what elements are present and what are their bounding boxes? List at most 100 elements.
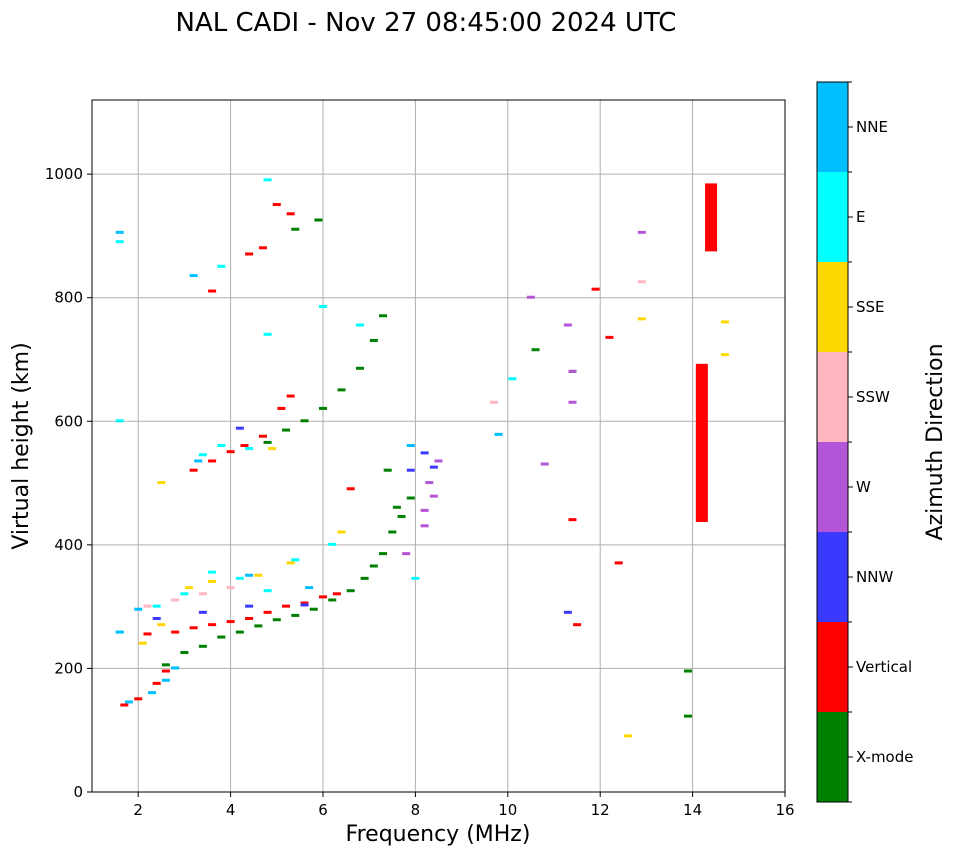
- colorbar-segment: [817, 532, 848, 622]
- data-point-x-mode: [379, 552, 388, 556]
- data-point-vertical: [332, 592, 341, 596]
- data-point-e: [263, 178, 272, 182]
- data-point-x-mode: [369, 338, 378, 342]
- colorbar-segment: [817, 172, 848, 262]
- data-bar-vertical: [705, 183, 718, 252]
- data-point-vertical: [189, 468, 198, 472]
- colorbar-label: NNW: [856, 568, 893, 586]
- data-point-nnw: [300, 603, 309, 607]
- data-point-vertical: [245, 252, 254, 256]
- data-point-x-mode: [291, 613, 300, 617]
- data-point-vertical: [189, 626, 198, 630]
- data-point-nnw: [152, 617, 161, 620]
- data-point-sse: [208, 579, 217, 583]
- data-point-w: [568, 369, 577, 373]
- data-point-x-mode: [388, 530, 397, 534]
- data-point-x-mode: [360, 576, 369, 580]
- data-point-vertical: [143, 632, 152, 636]
- data-point-w: [425, 481, 434, 485]
- data-point-ssw: [171, 598, 180, 602]
- data-point-vertical: [171, 630, 180, 634]
- x-tick-label: 16: [775, 801, 794, 819]
- data-point-x-mode: [328, 598, 337, 602]
- data-point-e: [180, 592, 189, 596]
- data-point-e: [355, 323, 364, 327]
- data-bar-vertical: [695, 363, 708, 522]
- data-point-vertical: [152, 681, 161, 685]
- data-point-w: [568, 400, 577, 404]
- data-point-x-mode: [406, 496, 415, 500]
- grid-lines: [92, 100, 785, 792]
- data-point-ssw: [226, 586, 235, 590]
- data-point-x-mode: [309, 607, 318, 611]
- colorbar-segment: [817, 262, 848, 352]
- colorbar-frame: [816, 81, 849, 803]
- data-point-e: [208, 570, 217, 574]
- data-point-vertical: [286, 212, 295, 216]
- colorbar-label: SSE: [856, 298, 885, 316]
- data-point-e: [263, 589, 272, 593]
- x-tick-label: 10: [498, 801, 517, 819]
- data-point-e: [217, 264, 226, 268]
- data-point-x-mode: [319, 406, 327, 410]
- colorbar-label: E: [856, 208, 865, 226]
- data-point-vertical: [605, 335, 614, 339]
- data-point-x-mode: [392, 505, 401, 509]
- x-tick-label: 4: [226, 801, 236, 819]
- data-point-sse: [185, 586, 194, 590]
- data-point-ssw: [143, 604, 152, 608]
- data-point-e: [152, 604, 161, 608]
- data-point-e: [319, 304, 327, 308]
- data-point-nnw: [245, 604, 254, 608]
- data-point-e: [411, 576, 420, 580]
- data-point-w: [540, 462, 549, 466]
- data-point-x-mode: [180, 650, 189, 654]
- y-tick-label: 600: [54, 412, 83, 430]
- data-point-vertical: [226, 620, 235, 624]
- data-point-sse: [337, 530, 346, 534]
- data-point-e: [508, 377, 517, 381]
- data-point-w: [563, 323, 572, 327]
- data-point-nne: [115, 230, 124, 234]
- data-point-vertical: [591, 287, 600, 291]
- data-point-vertical: [277, 406, 286, 410]
- data-point-vertical: [120, 703, 129, 707]
- y-tick-label: 400: [54, 536, 83, 554]
- data-point-e: [291, 558, 300, 562]
- data-point-vertical: [134, 697, 143, 701]
- y-axis-label: Virtual height (km): [9, 342, 34, 549]
- data-point-vertical: [346, 487, 355, 491]
- data-point-e: [235, 576, 244, 580]
- data-point-nne: [171, 666, 180, 670]
- data-point-vertical: [245, 617, 254, 620]
- colorbar-title: Azimuth Direction: [923, 343, 948, 540]
- data-point-w: [420, 508, 429, 512]
- data-point-w: [420, 524, 429, 528]
- data-point-e: [115, 240, 124, 244]
- data-point-sse: [720, 320, 729, 324]
- data-point-sse: [637, 317, 646, 321]
- colorbar-label: W: [856, 478, 871, 496]
- azimuth-colorbar: X-mode Vertical NNW W SSW SSE E NNE: [816, 81, 913, 803]
- data-point-vertical: [286, 394, 295, 398]
- data-point-x-mode: [314, 218, 323, 222]
- data-point-vertical: [208, 289, 217, 293]
- data-point-sse: [254, 573, 263, 577]
- data-point-vertical: [208, 459, 217, 463]
- data-point-nne: [148, 691, 157, 695]
- data-point-nnw: [235, 426, 244, 430]
- colorbar-label: Vertical: [856, 658, 912, 676]
- data-point-vertical: [568, 518, 577, 522]
- data-point-nne: [194, 459, 203, 463]
- data-point-x-mode: [379, 314, 388, 318]
- data-point-nne: [134, 607, 143, 611]
- colorbar-segment: [817, 352, 848, 442]
- data-point-sse: [157, 623, 166, 627]
- colorbar-segment: [817, 442, 848, 532]
- data-point-ssw: [489, 400, 498, 404]
- data-point-nnw: [420, 451, 429, 455]
- data-point-nne: [245, 573, 254, 577]
- data-point-sse: [720, 353, 729, 357]
- data-point-x-mode: [272, 618, 281, 622]
